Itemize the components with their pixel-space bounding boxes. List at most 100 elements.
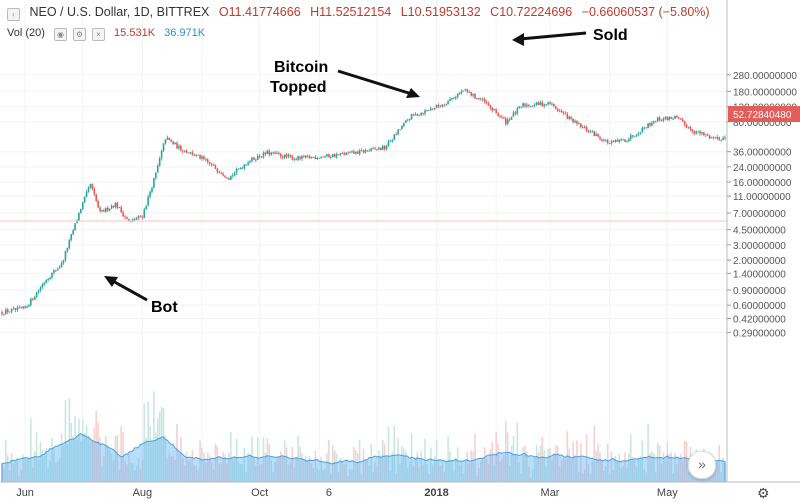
candle-body [256, 155, 259, 161]
volume-bar [83, 433, 86, 482]
candle-body [533, 104, 536, 106]
volume-bar [553, 453, 555, 482]
candle-body [487, 103, 490, 105]
candle-body [60, 262, 63, 267]
volume-bar [468, 463, 471, 482]
volume-bar [128, 453, 130, 482]
candle-body [668, 116, 671, 120]
candle-body [687, 126, 690, 128]
volume-bar [30, 417, 32, 482]
volume-bar [278, 455, 280, 482]
volume-bar [462, 473, 465, 482]
volume-bar [178, 454, 180, 482]
volume-bar [189, 460, 192, 482]
candle-body [247, 162, 249, 165]
volume-bar [474, 433, 476, 482]
volume-bar [714, 462, 717, 482]
volume-bar [172, 456, 174, 482]
volume-bar [249, 454, 251, 482]
volume-bar [260, 464, 263, 482]
gear-icon[interactable]: ⚙ [757, 485, 770, 501]
volume-bar [391, 452, 394, 482]
volume-bar [641, 440, 644, 482]
candle-body [351, 151, 353, 153]
volume-bar [56, 461, 59, 482]
candle-body [649, 123, 651, 126]
volume-bar [39, 441, 42, 482]
candle-body [476, 98, 478, 99]
candle-body [162, 143, 165, 151]
volume-bar [141, 460, 144, 482]
x-tick-label: Aug [133, 487, 153, 499]
collapse-icon[interactable]: ‹ [7, 8, 20, 21]
candle-body [524, 103, 526, 107]
candle-body [72, 230, 74, 235]
volume-bar [358, 439, 361, 482]
candle-body [549, 102, 551, 105]
volume-bar [656, 443, 659, 482]
volume-bar [539, 445, 542, 482]
volume-bar [183, 465, 186, 482]
candle-body [183, 150, 186, 152]
symbol-label[interactable]: NEO / U.S. Dollar, 1D, BITTREX [29, 5, 210, 19]
candle-body [55, 270, 57, 272]
volume-label[interactable]: Vol (20) [7, 27, 45, 39]
volume-bar [483, 447, 486, 482]
candle-body [430, 108, 432, 111]
volume-bar [587, 463, 590, 482]
volume-bar [679, 454, 682, 482]
settings-icon[interactable]: ⚙ [72, 28, 86, 41]
volume-bar [339, 458, 342, 482]
eye-icon[interactable]: ◉ [53, 28, 67, 41]
candle-body [255, 159, 257, 161]
volume-bar [395, 474, 397, 482]
bitcoin-arrow [337, 69, 416, 97]
volume-bar [333, 450, 336, 482]
candle-body [174, 142, 176, 145]
candle-body [453, 98, 455, 99]
candle-body [141, 216, 144, 218]
volume-bar [253, 456, 255, 482]
candle-body [380, 147, 382, 150]
volume-bar [501, 459, 503, 482]
volume-bar [408, 461, 411, 482]
volume-bar [51, 438, 53, 482]
candle-body [526, 104, 528, 107]
volume-bar [628, 453, 630, 482]
candle-body [564, 113, 567, 114]
volume-bar [166, 459, 169, 482]
candle-body [268, 150, 271, 155]
volume-bar [218, 463, 221, 482]
candle-body [253, 157, 255, 160]
candle-body [218, 171, 221, 173]
candle-body [570, 116, 572, 119]
volume-bar [55, 462, 57, 482]
volume-bar [433, 456, 436, 482]
volume-bar [16, 458, 19, 482]
volume-bar [116, 434, 119, 482]
candle-body [43, 282, 46, 285]
volume-bar [158, 411, 161, 482]
volume-bar [449, 451, 451, 482]
volume-bar [185, 452, 188, 482]
volume-bar [91, 439, 94, 482]
volume-bar [124, 461, 126, 482]
volume-bar [303, 459, 305, 482]
volume-bar [308, 456, 311, 482]
candle-body [93, 188, 96, 195]
volume-bar [226, 463, 228, 482]
candle-body [6, 309, 9, 313]
volume-bar [93, 428, 96, 482]
close-icon[interactable]: × [91, 28, 105, 41]
candle-body [503, 117, 505, 119]
candle-body [287, 155, 290, 157]
volume-bar [451, 460, 453, 482]
scroll-to-end-button[interactable]: » [688, 451, 716, 479]
candle-body [212, 164, 215, 166]
candle-body [180, 145, 182, 151]
candle-body [585, 127, 588, 131]
volume-bar [518, 462, 521, 482]
candle-body [270, 152, 273, 155]
candle-body [106, 207, 109, 211]
